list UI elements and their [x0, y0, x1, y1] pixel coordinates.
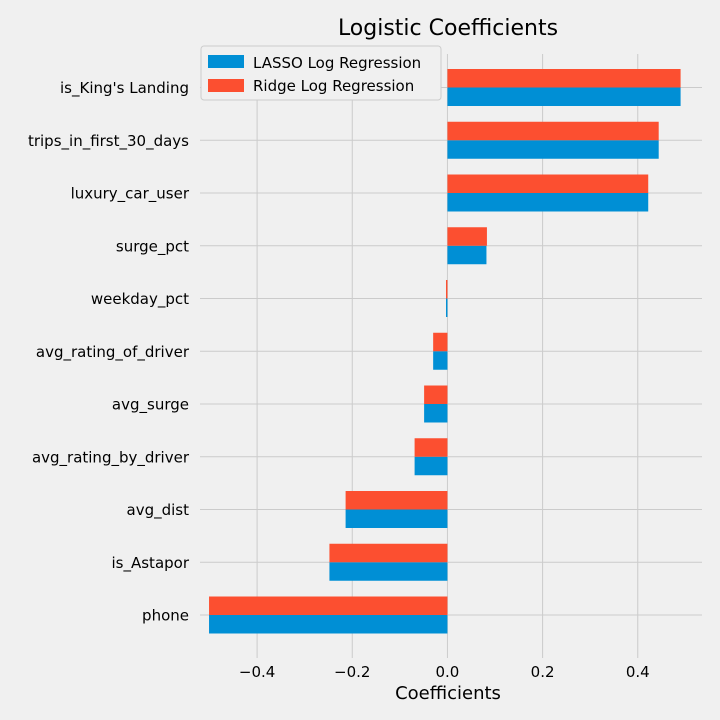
- bar-lasso-weekday-pct: [446, 298, 448, 317]
- bar-lasso-luxury-car-user: [447, 193, 649, 212]
- y-tick-label: luxury_car_user: [71, 185, 190, 204]
- bar-ridge-avg-surge: [424, 385, 448, 404]
- bar-lasso-avg-dist: [345, 509, 448, 528]
- bar-ridge-trips-in-first-30-days: [447, 121, 659, 141]
- y-tick-label: phone: [142, 607, 189, 625]
- legend-label-lasso: LASSO Log Regression: [253, 54, 421, 72]
- y-tick-label: weekday_pct: [91, 290, 189, 309]
- y-tick-label: avg_surge: [112, 396, 189, 415]
- x-tick-label: −0.2: [334, 663, 370, 681]
- y-tick-label: avg_rating_by_driver: [32, 448, 190, 467]
- bars-layer: [209, 69, 681, 634]
- bar-ridge-avg-rating-of-driver: [433, 332, 448, 352]
- x-tick-label: 0.4: [626, 663, 650, 681]
- x-tick-label: 0.2: [531, 663, 555, 681]
- legend-swatch-lasso: [208, 55, 244, 68]
- y-tick-labels: phone is_Astapor avg_dist avg_rating_by_dri…: [28, 79, 190, 625]
- x-tick-label: 0.0: [436, 663, 460, 681]
- bar-lasso-avg-surge: [424, 404, 448, 423]
- bar-ridge-is-king-s-landing: [447, 69, 681, 88]
- y-tick-label: avg_dist: [127, 501, 190, 520]
- x-axis-label: Coefficients: [395, 683, 501, 704]
- bar-ridge-is-astapor: [329, 543, 448, 563]
- y-tick-label: is_King's Landing: [60, 79, 189, 98]
- bar-lasso-avg-rating-of-driver: [433, 351, 448, 370]
- bar-ridge-weekday-pct: [446, 280, 448, 299]
- bar-lasso-trips-in-first-30-days: [447, 140, 659, 159]
- bar-ridge-avg-dist: [345, 491, 448, 510]
- bar-ridge-phone: [209, 596, 448, 615]
- legend: LASSO Log Regression Ridge Log Regressio…: [200, 45, 442, 101]
- legend-box: [200, 45, 442, 101]
- bar-ridge-luxury-car-user: [447, 174, 649, 193]
- y-tick-label: trips_in_first_30_days: [28, 132, 189, 151]
- bar-lasso-avg-rating-by-driver: [414, 456, 448, 476]
- y-tick-label: avg_rating_of_driver: [36, 343, 190, 362]
- y-tick-label: surge_pct: [116, 237, 189, 256]
- legend-swatch-ridge: [208, 79, 244, 92]
- bar-lasso-is-king-s-landing: [447, 87, 681, 106]
- chart-title: Logistic Coefficients: [338, 16, 558, 41]
- bar-lasso-phone: [209, 615, 448, 634]
- legend-label-ridge: Ridge Log Regression: [253, 77, 414, 95]
- bar-ridge-avg-rating-by-driver: [414, 438, 448, 457]
- bar-lasso-surge-pct: [447, 245, 487, 265]
- x-tick-labels: −0.4 −0.2 0.0 0.2 0.4: [239, 663, 650, 681]
- y-tick-label: is_Astapor: [112, 554, 190, 573]
- x-tick-label: −0.4: [239, 663, 275, 681]
- bar-ridge-surge-pct: [447, 227, 487, 246]
- bar-lasso-is-astapor: [329, 562, 448, 581]
